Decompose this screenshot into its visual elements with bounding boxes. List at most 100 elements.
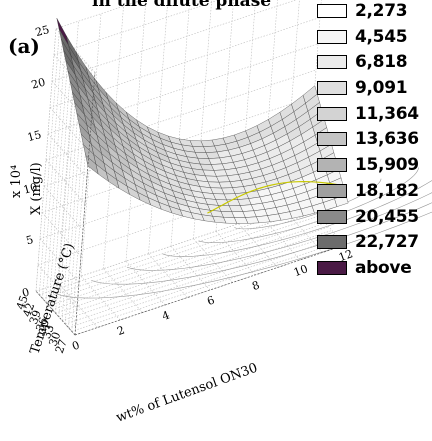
x-tick-label: 4 [160, 308, 171, 323]
legend-item: 20,455 [313, 206, 432, 232]
z-axis-exponent: x 10⁴ [9, 165, 24, 198]
grid-line [103, 268, 143, 313]
z-tick-label: 10 [22, 181, 39, 197]
grid-line [47, 43, 319, 134]
grid-line [148, 0, 169, 254]
grid-line [58, 226, 329, 318]
grid-line [125, 0, 147, 262]
chart-title: in the dilute phase [92, 0, 272, 11]
grid-line [45, 159, 86, 204]
legend-item: 22,727 [313, 231, 432, 257]
grid-line [39, 238, 80, 283]
grid-line [45, 39, 67, 303]
legend-item: 6,818 [313, 51, 432, 77]
legend-item: 2,273 [313, 0, 432, 26]
legend-item: 4,545 [313, 26, 432, 52]
legend-label: 15,909 [355, 155, 419, 176]
axis-edge [35, 290, 76, 336]
legend-swatch [317, 81, 347, 96]
grid-line [58, 283, 98, 328]
legend-swatch [317, 4, 347, 18]
legend-label: 6,818 [355, 52, 408, 73]
x-tick-label: 6 [205, 293, 216, 308]
legend-label: 20,455 [355, 206, 419, 227]
y-tick-label: 27 [53, 338, 70, 356]
legend-label: 4,545 [355, 26, 408, 47]
legend-swatch [317, 260, 347, 275]
grid-line [48, 43, 70, 306]
grid-line [53, 0, 220, 56]
y-tick-label: 42 [20, 301, 37, 319]
grid-line [55, 222, 326, 314]
grid-line [215, 0, 234, 232]
z-tick-label: 5 [25, 233, 35, 247]
grid-line [35, 28, 57, 292]
legend-label: 18,182 [355, 180, 419, 201]
legend-item: 18,182 [313, 180, 432, 206]
legend-label: 11,364 [355, 103, 419, 124]
legend-label: 13,636 [355, 129, 419, 150]
z-tick-label: 25 [34, 23, 51, 39]
grid-line [42, 208, 313, 299]
grid-line [45, 211, 316, 303]
legend-swatch [317, 29, 347, 44]
x-axis-title: wt% of Lutensol ON30 [114, 361, 259, 426]
legend-item: 13,636 [313, 128, 432, 154]
y-tick-label: 33 [40, 323, 57, 341]
legend-item: 11,364 [313, 103, 432, 129]
grid-line [148, 253, 188, 298]
x-tick-label: 12 [337, 247, 355, 264]
legend-swatch [317, 158, 347, 173]
axis-edge [74, 72, 96, 336]
grid-line [48, 215, 320, 307]
legend: 2,273 4,545 6,818 9,091 11,364 13,636 15,909 18… [313, 0, 432, 283]
x-tick-label: 10 [292, 262, 310, 279]
z-tick-label: 20 [30, 76, 47, 92]
legend-item: above [313, 257, 432, 283]
y-tick-label: 36 [33, 316, 50, 334]
floor-contour [162, 180, 432, 257]
legend-swatch [317, 209, 347, 224]
y-tick-label: 30 [46, 330, 63, 348]
grid-line [61, 230, 333, 321]
grid-line [42, 35, 63, 299]
grid-line [65, 233, 336, 325]
grid-line [47, 133, 88, 178]
legend-item: 15,909 [313, 154, 432, 180]
x-tick-label: 2 [115, 323, 126, 338]
grid-line [170, 0, 191, 247]
x-tick-label: 8 [250, 278, 261, 293]
panel-label: (a) [8, 34, 40, 58]
grid-line [80, 13, 102, 277]
legend-swatch [317, 132, 347, 147]
grid-line [45, 69, 317, 161]
y-tick-label: 39 [27, 308, 44, 326]
grid-line [74, 244, 346, 336]
min-contour [207, 180, 342, 214]
x-tick-label: 0 [70, 338, 81, 353]
legend-label: above [355, 257, 412, 278]
y-tick-label: 45 [14, 294, 31, 312]
z-tick-label: 0 [21, 286, 31, 300]
grid-line [38, 32, 60, 295]
legend-label: 2,273 [355, 1, 408, 21]
grid-line [51, 0, 297, 82]
z-axis-title: X (mg/l) [29, 162, 44, 215]
axis-edge [74, 244, 346, 336]
grid-line [37, 264, 78, 309]
legend-swatch [317, 183, 347, 198]
grid-line [52, 219, 323, 310]
grid-line [55, 50, 76, 314]
grid-line [51, 46, 73, 310]
grid-line [193, 0, 212, 239]
grid-line [103, 6, 124, 269]
grid-line [71, 241, 342, 332]
legend-label: 22,727 [355, 232, 419, 253]
legend-swatch [317, 106, 347, 121]
grid-line [80, 276, 121, 321]
floor-contour [126, 192, 432, 271]
legend-label: 9,091 [355, 78, 408, 99]
grid-line [238, 0, 256, 224]
z-tick-label: 15 [26, 128, 43, 144]
